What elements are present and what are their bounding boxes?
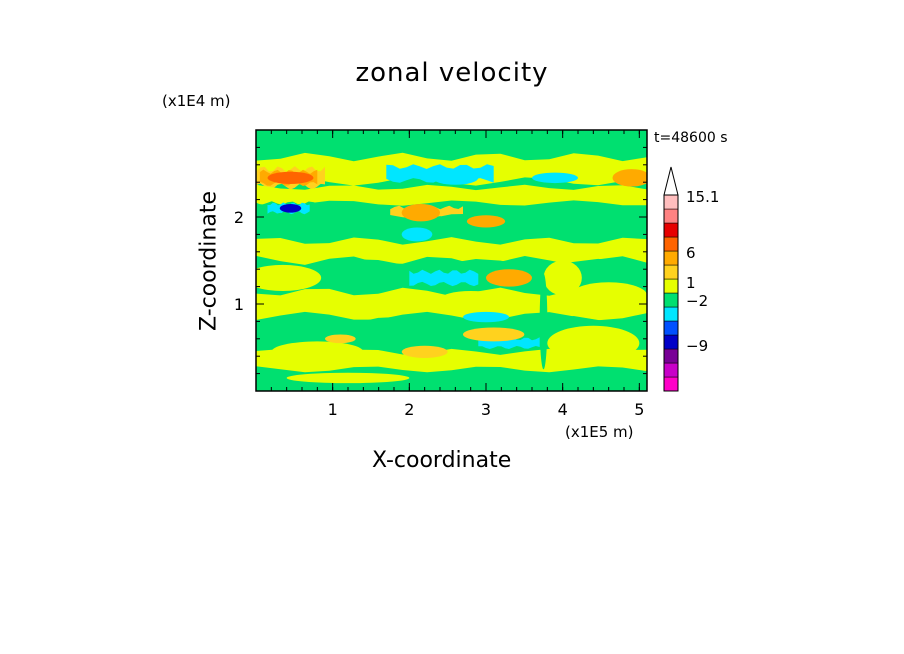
contour-blob	[440, 290, 502, 309]
contour-blob	[401, 203, 441, 222]
contour-blob	[463, 311, 509, 323]
colorbar-swatch	[663, 348, 679, 364]
colorbar-swatch	[663, 264, 679, 280]
contour-blob	[612, 169, 647, 187]
time-label: t=48600 s	[654, 130, 728, 146]
colorbar-swatch	[663, 376, 679, 392]
x-axis: 1 2 3 4 5	[270, 130, 644, 419]
colorbar-swatch	[663, 278, 679, 294]
contour-blob	[267, 171, 314, 184]
contour-blob	[463, 327, 525, 342]
colorbar-swatch	[663, 250, 679, 266]
x-tick-label: 5	[634, 400, 644, 419]
colorbar-swatch	[663, 334, 679, 350]
contour-blob	[325, 334, 356, 344]
colorbar-label: −9	[686, 337, 708, 355]
contour-blob	[401, 227, 433, 242]
x-tick-label: 3	[481, 400, 491, 419]
colorbar-swatch	[663, 362, 679, 378]
contour-blob	[401, 345, 448, 358]
contour-blob	[539, 273, 548, 370]
contour-blob	[271, 341, 364, 363]
contour-blob	[286, 372, 410, 384]
contour-blob	[279, 203, 302, 213]
colorbar-label: 15.1	[686, 188, 719, 206]
y-axis: 12	[234, 146, 647, 375]
colorbar-swatch	[663, 208, 679, 224]
contour-blob	[547, 325, 640, 361]
colorbar-swatch	[663, 292, 679, 308]
contour-blob	[486, 269, 532, 287]
colorbar-label: 1	[686, 274, 696, 292]
contour-blob	[432, 170, 479, 185]
contour-band	[256, 184, 647, 206]
colorbar-swatch	[663, 320, 679, 336]
colorbar-frame	[663, 194, 679, 392]
contour-blob	[466, 215, 506, 228]
colorbar-label: −2	[686, 292, 708, 310]
colorbar-swatch	[663, 306, 679, 322]
chart-title: zonal velocity	[355, 58, 549, 88]
colorbar-label: 6	[686, 244, 696, 262]
y-tick-label: 2	[234, 208, 244, 227]
contour-field	[256, 130, 647, 391]
plot-frame	[255, 129, 648, 392]
contour-band	[409, 269, 479, 287]
contour-blob	[532, 172, 578, 184]
contour-band	[256, 212, 647, 239]
contour-blob	[256, 264, 322, 291]
colorbar-swatch	[663, 222, 679, 238]
contour-band	[256, 136, 647, 151]
colorbar-swatch	[663, 236, 679, 252]
x-axis-label: X-coordinate	[372, 448, 512, 473]
colorbar: 15.1 6 1−2 −9	[663, 166, 719, 392]
colorbar-extend-arrow	[663, 166, 679, 196]
contour-blob	[570, 282, 647, 309]
x-tick-label: 1	[328, 400, 338, 419]
y-axis-unit: (x1E4 m)	[162, 92, 231, 110]
contour-blob	[543, 260, 582, 296]
x-tick-label: 4	[558, 400, 568, 419]
x-axis-unit: (x1E5 m)	[565, 423, 634, 441]
colorbar-swatch	[663, 194, 679, 210]
x-tick-label: 2	[404, 400, 414, 419]
y-tick-label: 1	[234, 295, 244, 314]
